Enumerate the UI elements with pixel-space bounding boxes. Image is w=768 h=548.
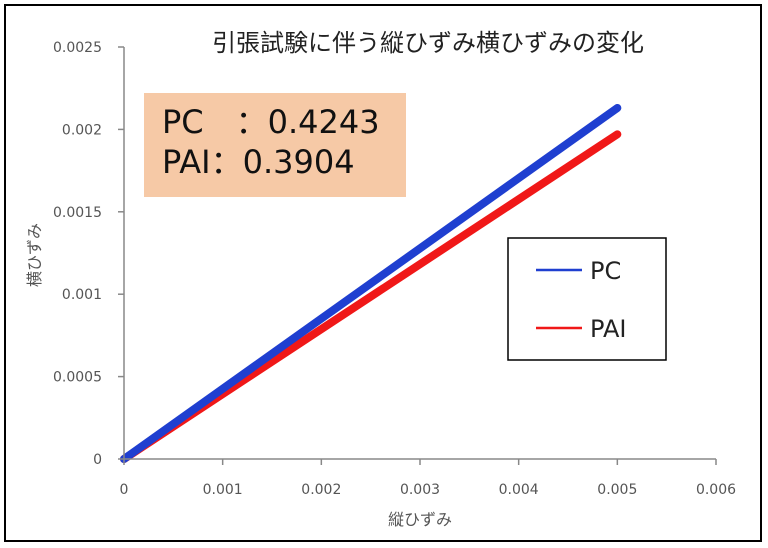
chart-title: 引張試験に伴う縦ひずみ横ひずみの変化 xyxy=(212,29,644,57)
annotation-line-pai: PAI：0.3904 xyxy=(162,143,355,181)
x-ticks: 0 0.001 0.002 0.003 0.004 0.005 0.006 xyxy=(120,459,736,498)
x-tick-label: 0.004 xyxy=(499,482,539,498)
legend-label-pc: PC xyxy=(590,257,621,285)
x-tick-label: 0.001 xyxy=(203,482,243,498)
x-axis-title: 縦ひずみ xyxy=(388,510,452,529)
x-tick-label: 0.003 xyxy=(400,482,440,498)
x-tick-label: 0.002 xyxy=(301,482,341,498)
x-tick-label: 0 xyxy=(120,482,129,498)
plot-area xyxy=(120,103,622,463)
annotation-box: PC ：0.4243 PAI：0.3904 xyxy=(144,93,406,197)
y-tick-label: 0.0015 xyxy=(53,205,102,221)
y-tick-label: 0.002 xyxy=(62,122,102,138)
series-line-pc xyxy=(120,103,622,463)
y-tick-label: 0.0005 xyxy=(53,370,102,386)
legend-label-pai: PAI xyxy=(590,315,626,343)
legend: PC PAI xyxy=(507,237,667,361)
y-tick-label: 0.0025 xyxy=(53,40,102,56)
y-tick-label: 0 xyxy=(93,452,102,468)
y-axis-title: 横ひずみ xyxy=(25,223,44,287)
legend-box xyxy=(507,237,667,361)
y-tick-label: 0.001 xyxy=(62,287,102,303)
annotation-line-pc: PC ：0.4243 xyxy=(162,103,380,141)
x-tick-label: 0.006 xyxy=(696,482,736,498)
annotation-background xyxy=(144,93,406,197)
x-tick-label: 0.005 xyxy=(597,482,637,498)
y-ticks: 0 0.0005 0.001 0.0015 0.002 0.0025 xyxy=(53,40,124,468)
